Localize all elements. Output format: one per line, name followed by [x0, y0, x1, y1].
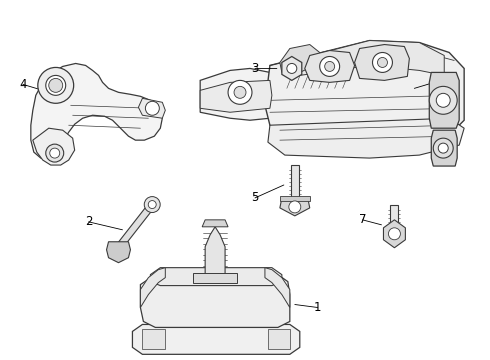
Circle shape: [325, 62, 335, 71]
Text: 7: 7: [359, 213, 367, 226]
Circle shape: [234, 86, 246, 98]
Polygon shape: [429, 72, 459, 128]
Polygon shape: [150, 268, 282, 285]
Circle shape: [287, 63, 297, 73]
Polygon shape: [132, 324, 300, 354]
Text: 1: 1: [314, 301, 321, 314]
Circle shape: [49, 78, 63, 92]
Polygon shape: [280, 45, 319, 72]
Circle shape: [429, 86, 457, 114]
Polygon shape: [143, 329, 165, 349]
Circle shape: [289, 201, 301, 213]
Circle shape: [228, 80, 252, 104]
Circle shape: [377, 58, 388, 67]
Circle shape: [146, 101, 159, 115]
Polygon shape: [193, 273, 237, 283]
Polygon shape: [31, 63, 162, 158]
Circle shape: [436, 93, 450, 107]
Polygon shape: [106, 242, 130, 263]
Polygon shape: [384, 220, 405, 248]
Polygon shape: [268, 329, 290, 349]
Polygon shape: [200, 68, 280, 120]
Polygon shape: [265, 41, 464, 148]
Circle shape: [319, 57, 340, 76]
Text: 3: 3: [251, 62, 259, 75]
Circle shape: [46, 75, 66, 95]
Polygon shape: [291, 165, 299, 198]
Circle shape: [389, 228, 400, 240]
Polygon shape: [116, 202, 155, 250]
Text: 5: 5: [251, 192, 259, 204]
Circle shape: [50, 148, 60, 158]
Polygon shape: [265, 268, 290, 307]
Circle shape: [148, 201, 156, 208]
Text: 4: 4: [19, 78, 26, 91]
Polygon shape: [138, 98, 165, 118]
Circle shape: [38, 67, 74, 103]
Circle shape: [144, 197, 160, 212]
Polygon shape: [280, 196, 310, 201]
Polygon shape: [200, 80, 272, 112]
Polygon shape: [141, 275, 290, 328]
Circle shape: [438, 143, 448, 153]
Polygon shape: [391, 205, 398, 228]
Polygon shape: [300, 41, 444, 75]
Polygon shape: [205, 227, 225, 275]
Polygon shape: [305, 50, 355, 82]
Polygon shape: [33, 128, 74, 165]
Polygon shape: [141, 268, 165, 307]
Polygon shape: [355, 45, 409, 80]
Polygon shape: [282, 57, 302, 80]
Circle shape: [433, 138, 453, 158]
Text: 2: 2: [85, 215, 92, 228]
Polygon shape: [268, 118, 464, 158]
Polygon shape: [202, 220, 228, 227]
Circle shape: [372, 53, 392, 72]
Polygon shape: [431, 130, 457, 166]
Text: 6: 6: [431, 76, 438, 89]
Polygon shape: [280, 198, 310, 216]
Circle shape: [46, 144, 64, 162]
